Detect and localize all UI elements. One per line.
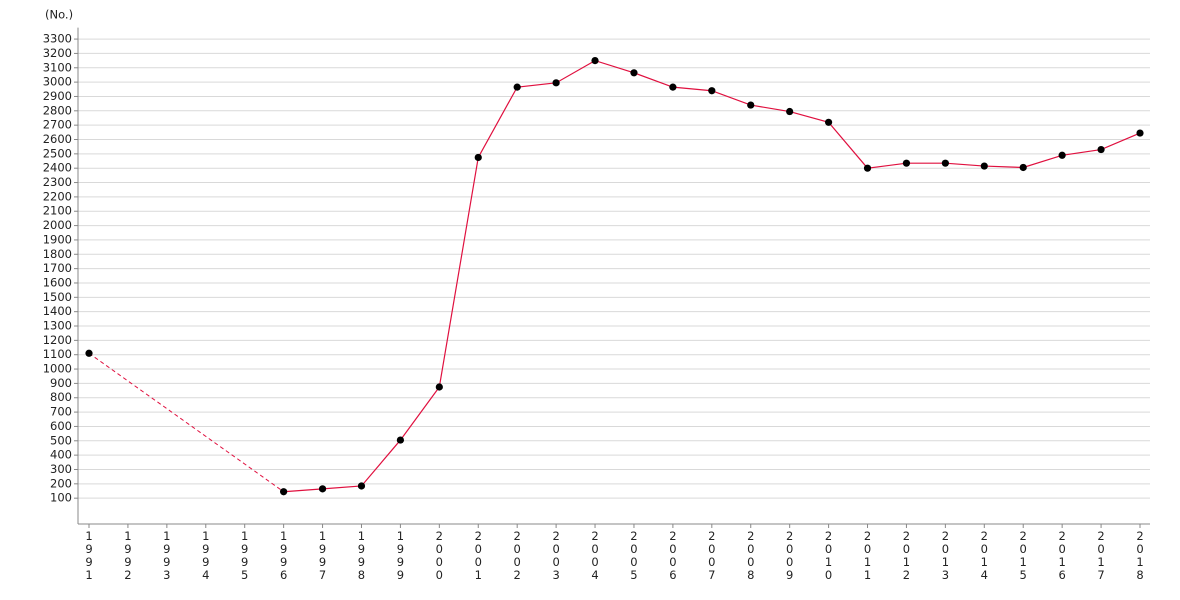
y-tick-label: 2800 [43, 103, 72, 117]
y-tick-label: 1900 [43, 232, 72, 246]
y-tick-label: 2500 [43, 146, 72, 160]
y-tick-label: 3200 [43, 46, 72, 60]
x-tick-label: 2015 [1019, 529, 1027, 582]
x-tick-label: 2009 [785, 529, 794, 582]
y-tick-label: 2100 [43, 204, 72, 218]
point [863, 164, 872, 172]
x-tick-label: 1999 [396, 529, 405, 582]
point [669, 83, 677, 91]
point [552, 79, 560, 87]
x-tick-label: 2018 [1136, 529, 1144, 582]
x-tick-label: 2000 [435, 529, 443, 582]
x-tick-label: 2017 [1097, 529, 1105, 582]
point [1136, 129, 1144, 137]
y-tick-label: 1800 [43, 247, 72, 261]
point [1058, 151, 1066, 159]
x-tick-label: 2014 [980, 529, 988, 582]
y-tick-label: 300 [50, 462, 72, 476]
point [1019, 163, 1027, 172]
x-tick-label: 2016 [1058, 529, 1066, 582]
x-tick-label: 1998 [357, 529, 366, 582]
point [474, 153, 482, 162]
y-tick-label: 1700 [43, 261, 72, 275]
y-tick-label: 2600 [43, 132, 72, 146]
y-tick-label: 2900 [43, 89, 72, 103]
y-tick-label: 1000 [43, 362, 72, 376]
y-tick-label: 900 [50, 376, 72, 390]
y-tick-label: 2000 [43, 218, 72, 232]
x-tick-label: 2008 [747, 529, 755, 582]
x-tick-label: 2004 [591, 529, 599, 582]
point [435, 383, 443, 391]
y-tick-label: 1300 [43, 319, 72, 333]
x-tick-label: 1996 [279, 529, 288, 582]
y-tick-label: 1500 [43, 290, 72, 304]
x-tick-label: 2013 [941, 529, 950, 582]
y-tick-label: 500 [50, 433, 72, 447]
point [980, 162, 988, 170]
x-tick-label: 2011 [863, 529, 872, 582]
y-tick-label: 3300 [43, 32, 72, 46]
point [85, 349, 93, 357]
x-tick-label: 1991 [85, 529, 93, 582]
y-tick-label: 600 [50, 419, 72, 433]
x-tick-label: 1995 [241, 529, 249, 582]
y-tick-label: 1100 [43, 347, 72, 361]
y-tick-label: 100 [50, 491, 72, 505]
y-tick-label: 2300 [43, 175, 72, 189]
point [708, 87, 716, 95]
point [513, 83, 521, 91]
x-tick-label: 2006 [669, 529, 677, 582]
x-tick-label: 1993 [163, 529, 171, 582]
x-tick-label: 1997 [318, 529, 327, 582]
point [630, 69, 638, 77]
x-tick-label: 2003 [552, 529, 560, 582]
y-tick-label: 1200 [43, 333, 72, 347]
x-tick-label: 2005 [630, 529, 638, 582]
x-tick-label: 1992 [124, 529, 132, 582]
y-tick-label: 200 [50, 476, 72, 490]
gap-connector [88, 352, 284, 493]
point [591, 56, 599, 65]
y-tick-label: 1400 [43, 304, 72, 318]
y-tick-label: 700 [50, 405, 72, 419]
point [786, 107, 794, 116]
x-tick-label: 2001 [474, 529, 482, 582]
point [902, 159, 911, 167]
y-tick-label: 2700 [43, 118, 72, 132]
y-tick-label: 2200 [43, 189, 72, 203]
x-tick-label: 2010 [824, 529, 833, 582]
point [824, 118, 833, 126]
point [318, 485, 327, 493]
point [747, 101, 755, 109]
y-tick-label: 3100 [43, 60, 72, 74]
point [357, 482, 366, 490]
x-tick-label: 1994 [202, 529, 210, 582]
y-tick-label: 2400 [43, 161, 72, 175]
x-tick-label: 2012 [902, 529, 911, 582]
point [396, 436, 405, 444]
point [1097, 145, 1105, 154]
y-tick-label: 800 [50, 390, 72, 404]
y-tick-label: 1600 [43, 275, 72, 289]
point [280, 488, 288, 496]
x-tick-label: 2002 [513, 529, 521, 582]
x-tick-label: 2007 [708, 529, 716, 582]
y-tick-label: 3000 [43, 75, 72, 89]
point [941, 159, 949, 167]
y-axis-label: (No.) [45, 8, 73, 22]
y-tick-label: 400 [50, 448, 72, 462]
